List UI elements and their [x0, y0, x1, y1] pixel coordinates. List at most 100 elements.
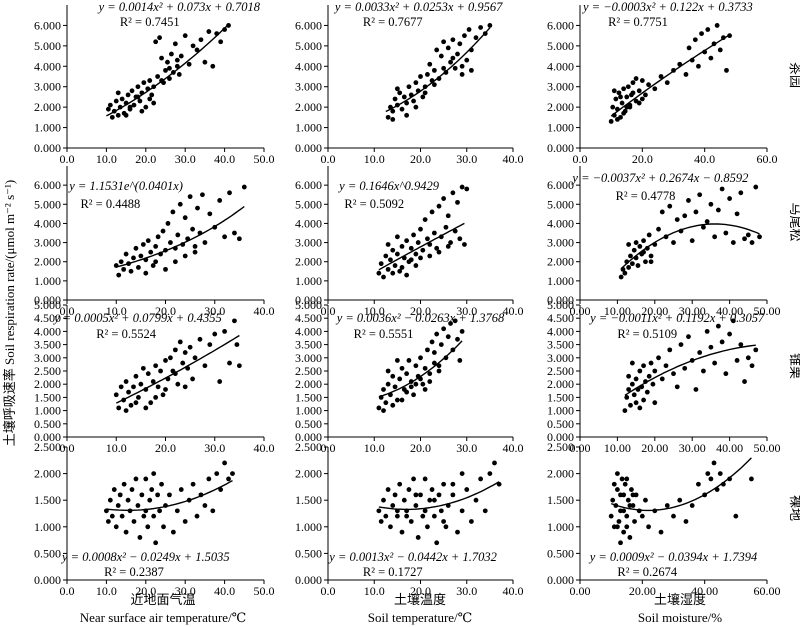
y-tick-label: 4.000: [295, 59, 322, 73]
data-point: [615, 471, 620, 476]
data-point: [749, 476, 754, 482]
data-point: [464, 57, 470, 63]
fit-equation: y = 0.1646x^0.9429: [337, 179, 440, 193]
y-tick-label: 5.000: [34, 39, 61, 53]
data-point: [236, 236, 242, 242]
panel-r2-c2: 0.0000.5001.0001.5002.0002.5003.0003.500…: [547, 298, 781, 455]
y-tick-label: 4.500: [34, 311, 61, 325]
y-tick-label: 1.500: [295, 493, 322, 507]
data-point: [399, 106, 405, 112]
data-point: [241, 184, 247, 190]
data-point: [172, 41, 178, 47]
data-point: [487, 23, 493, 28]
data-point: [180, 360, 186, 366]
data-point: [445, 45, 451, 51]
data-point: [727, 331, 732, 337]
data-point: [418, 226, 423, 232]
y-tick-label: 1.000: [34, 404, 61, 418]
data-point: [390, 402, 396, 408]
y-tick-label: 0.500: [34, 417, 61, 431]
data-point: [708, 201, 714, 207]
data-point: [627, 535, 633, 540]
y-tick-label: 4.000: [34, 324, 61, 338]
data-point: [459, 72, 465, 77]
data-point: [633, 400, 639, 406]
data-point: [738, 342, 744, 347]
data-point: [633, 240, 639, 245]
y-tick-label: 0.000: [34, 430, 61, 444]
data-point: [408, 519, 414, 524]
data-point: [450, 492, 456, 498]
data-point: [401, 497, 407, 503]
data-point: [175, 381, 181, 387]
data-point: [418, 255, 423, 261]
y-tick-label: 5.000: [547, 197, 574, 211]
x-tick-label: 20.0: [135, 584, 156, 598]
data-point: [659, 209, 665, 215]
x-tick-label: 0.0: [321, 152, 336, 166]
data-point: [630, 492, 636, 498]
data-point: [411, 98, 416, 104]
data-point: [641, 238, 646, 244]
data-point: [704, 329, 710, 334]
panel-r3-c1: 0.000 0.500 1.000 1.500 2.000 2.500 0.0 10.0 20.…: [295, 440, 524, 598]
x-tick-label: 10.0: [364, 152, 385, 166]
x-label-air-temp-cn: 近地面气温: [130, 592, 195, 607]
data-point: [441, 196, 447, 201]
data-point: [117, 492, 123, 498]
data-point: [136, 265, 141, 270]
data-point: [136, 395, 141, 400]
data-point: [141, 80, 147, 86]
data-point: [626, 265, 632, 270]
x-tick-label: 50.00: [754, 441, 781, 455]
data-point: [425, 524, 430, 530]
data-point: [441, 481, 447, 487]
data-point: [457, 41, 463, 47]
data-point: [711, 460, 717, 466]
y-tick-label: 1.000: [547, 520, 574, 534]
y-tick-label: 3.500: [34, 338, 61, 352]
data-point: [429, 339, 435, 345]
data-point: [155, 492, 161, 498]
data-point: [399, 265, 405, 270]
data-point: [123, 112, 129, 118]
data-point: [616, 519, 622, 524]
y-tick-label: 1.000: [547, 274, 574, 288]
y-tick-label: 2.000: [295, 255, 322, 269]
data-point: [648, 360, 654, 366]
data-point: [404, 513, 410, 519]
y-tick-label: 0.000: [34, 573, 61, 587]
data-point: [394, 513, 400, 519]
data-point: [376, 270, 382, 276]
x-tick-label: 40.0: [503, 584, 524, 598]
data-point: [646, 232, 652, 238]
data-point: [727, 196, 732, 201]
data-point: [145, 524, 151, 530]
data-point: [482, 508, 488, 514]
data-point: [452, 228, 458, 234]
y-tick-label: 6.000: [34, 18, 61, 32]
data-point: [431, 82, 437, 88]
data-point: [137, 535, 143, 540]
data-point: [123, 379, 129, 384]
y-tick-label: 2.000: [34, 255, 61, 269]
data-point: [138, 253, 144, 259]
panel-r2-c1: 0.0000.5001.0001.5002.0002.5003.0003.500…: [295, 298, 524, 455]
data-point: [436, 363, 442, 369]
data-point: [701, 368, 706, 374]
data-point: [159, 481, 164, 487]
data-point: [466, 27, 472, 32]
data-point: [131, 384, 136, 390]
data-point: [445, 244, 451, 249]
x-tick-label: 50.00: [754, 304, 781, 318]
data-point: [631, 247, 637, 253]
data-point: [390, 108, 396, 114]
fit-equation: y = 0.0013x² − 0.0442x + 1.7032: [327, 550, 497, 564]
data-point: [683, 72, 689, 77]
data-point: [394, 86, 400, 92]
data-point: [163, 67, 168, 73]
panel-r0-c0: 0.000 1.000 2.000 3.000 4.000 5.000 6.000 0.0 10…: [34, 0, 275, 166]
data-point: [626, 242, 632, 247]
data-point: [195, 205, 200, 211]
